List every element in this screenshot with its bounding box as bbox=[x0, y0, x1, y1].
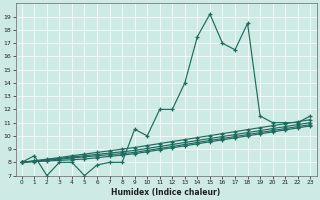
X-axis label: Humidex (Indice chaleur): Humidex (Indice chaleur) bbox=[111, 188, 221, 197]
